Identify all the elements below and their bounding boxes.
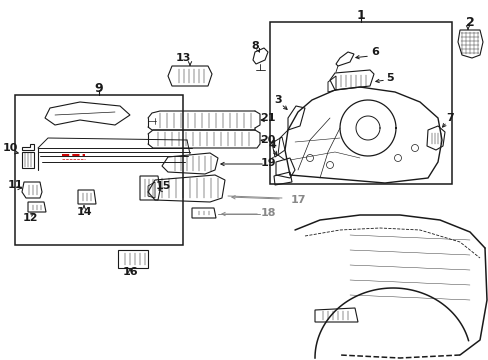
Text: 17: 17 xyxy=(290,195,305,205)
Bar xyxy=(15,95,183,245)
Text: 21: 21 xyxy=(260,113,275,123)
Text: 12: 12 xyxy=(22,213,38,223)
Text: 2: 2 xyxy=(465,15,473,28)
Text: 7: 7 xyxy=(445,113,453,123)
Text: 15: 15 xyxy=(155,181,170,191)
Text: 16: 16 xyxy=(122,267,138,277)
Text: 18: 18 xyxy=(260,208,275,218)
Text: 8: 8 xyxy=(251,41,258,51)
Bar xyxy=(118,250,148,268)
Text: 1: 1 xyxy=(356,9,365,22)
Text: 19: 19 xyxy=(260,158,275,168)
Text: 3: 3 xyxy=(274,95,281,105)
Text: 5: 5 xyxy=(386,73,393,83)
Text: 20: 20 xyxy=(260,135,275,145)
Text: 10: 10 xyxy=(2,143,18,153)
Text: 13: 13 xyxy=(175,53,190,63)
Bar xyxy=(269,22,451,184)
Text: 9: 9 xyxy=(95,81,103,95)
Text: 4: 4 xyxy=(267,140,275,150)
Text: 11: 11 xyxy=(7,180,23,190)
Text: 14: 14 xyxy=(76,207,92,217)
Text: 6: 6 xyxy=(370,47,378,57)
